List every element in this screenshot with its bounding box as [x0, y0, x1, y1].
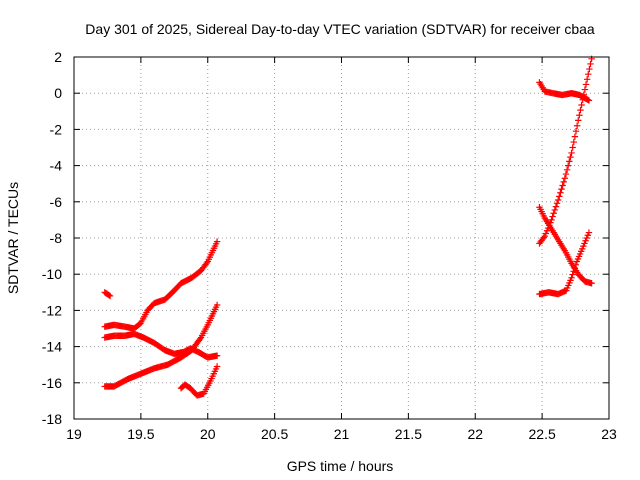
- data-point-track-g: [570, 138, 577, 146]
- data-point-track-g: [556, 193, 563, 200]
- data-point-track-g: [577, 106, 584, 114]
- data-point-track-h: [584, 96, 592, 104]
- data-point-track-g: [573, 122, 581, 129]
- data-point-track-f: [585, 229, 593, 236]
- data-point-track-g: [571, 133, 579, 140]
- x-axis-label: GPS time / hours: [287, 458, 394, 474]
- data-point-track-h: [585, 97, 593, 104]
- x-tick-label: 22: [467, 426, 483, 442]
- data-point-track-g: [562, 170, 570, 178]
- data-point-track-e: [213, 363, 221, 370]
- data-point-track-g: [552, 203, 560, 210]
- data-point-track-b: [196, 335, 204, 343]
- data-point-track-g: [559, 182, 566, 189]
- x-tick-label: 23: [601, 426, 617, 442]
- data-point-track-f: [569, 271, 576, 278]
- y-tick-label: -14: [42, 339, 62, 355]
- data-point-track-g: [540, 234, 547, 241]
- data-point-track-b: [213, 301, 221, 309]
- y-tick-label: -10: [42, 266, 62, 282]
- data-point-track-g: [586, 65, 593, 73]
- data-point-track-g: [548, 216, 555, 224]
- y-tick-label: -4: [50, 158, 63, 174]
- data-point-track-g: [568, 149, 575, 157]
- data-point-track-g: [569, 144, 576, 151]
- y-tick-labels: -18 -16 -14 -12 -10 -8 -6 -4 -2 0 2: [42, 49, 62, 427]
- data-point-track-g: [585, 70, 592, 78]
- data-point-track-g: [581, 86, 589, 93]
- data-point-track-g: [560, 178, 567, 186]
- data-point-track-g: [587, 60, 594, 68]
- x-tick-label: 20: [200, 426, 216, 442]
- x-tick-label: 21.5: [395, 426, 422, 442]
- data-point-track-g: [565, 162, 572, 169]
- data-point-track-g: [583, 76, 591, 83]
- data-point-track-g: [558, 185, 565, 193]
- data-point-track-f: [568, 274, 575, 282]
- data-points: [101, 55, 595, 399]
- chart-title: Day 301 of 2025, Sidereal Day-to-day VTE…: [85, 21, 595, 37]
- y-tick-label: -8: [50, 230, 63, 246]
- data-point-track-g: [561, 175, 569, 182]
- y-axis-label: SDTVAR / TECUs: [5, 182, 21, 294]
- x-tick-label: 21: [334, 426, 350, 442]
- x-tick-label: 22.5: [529, 426, 556, 442]
- data-point-track-g: [578, 101, 585, 109]
- data-point-track-g: [567, 153, 574, 161]
- y-tick-label: -18: [42, 411, 62, 427]
- data-point-track-g: [550, 210, 557, 217]
- y-tick-label: -16: [42, 375, 62, 391]
- x-tick-labels: 19 19.5 20 20.5 21 21.5 22 22.5 23: [66, 426, 617, 442]
- data-point-track-g: [572, 128, 580, 135]
- data-point-track-g: [575, 117, 582, 124]
- data-point-track-g: [551, 206, 559, 214]
- data-point-track-d: [213, 238, 221, 245]
- data-point-track-i: [588, 280, 595, 287]
- y-tick-label: -6: [50, 194, 63, 210]
- data-point-track-g: [563, 166, 571, 174]
- plot-frame: [73, 56, 610, 420]
- data-point-track-g: [554, 196, 562, 204]
- data-point-track-a: [106, 292, 114, 300]
- data-point-track-g: [576, 112, 583, 119]
- data-point-track-g: [566, 158, 573, 165]
- y-tick-label: 0: [54, 85, 62, 101]
- data-point-track-a: [105, 291, 113, 299]
- x-tick-label: 19.5: [127, 426, 154, 442]
- y-tick-label: -2: [50, 121, 63, 137]
- data-point-track-d: [203, 259, 210, 267]
- data-point-track-g: [549, 213, 556, 220]
- data-point-track-g: [553, 200, 561, 207]
- x-tick-label: 19: [66, 426, 82, 442]
- x-tick-label: 20.5: [261, 426, 288, 442]
- data-point-track-c: [213, 352, 221, 359]
- y-tick-label: -12: [42, 302, 62, 318]
- grid-lines: [74, 57, 609, 419]
- data-point-track-g: [557, 189, 564, 196]
- y-tick-label: 2: [54, 49, 62, 65]
- data-point-track-g: [582, 81, 590, 88]
